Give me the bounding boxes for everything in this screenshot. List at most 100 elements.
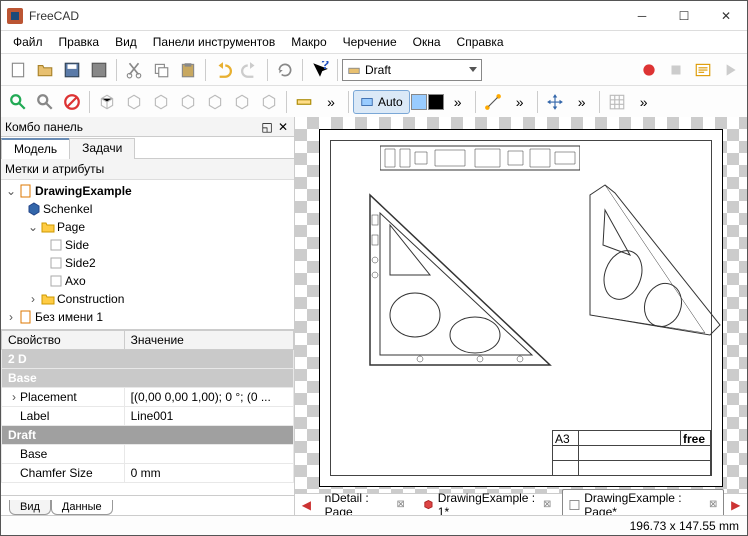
tree-label: Axo — [65, 274, 86, 288]
no-view-button[interactable] — [59, 89, 85, 115]
plane-color-swatch[interactable] — [411, 94, 427, 110]
tree-row[interactable]: Side2 — [1, 254, 294, 272]
toolbar-overflow-button[interactable]: » — [318, 89, 344, 115]
tree-label: Schenkel — [43, 202, 92, 216]
tab-close-icon[interactable]: ⊠ — [397, 499, 405, 510]
tab-scroll-left-button[interactable]: ◀ — [299, 497, 314, 513]
tree-row[interactable]: ⌄DrawingExample — [1, 182, 294, 200]
right-view-button[interactable] — [175, 89, 201, 115]
status-coords: 196.73 x 147.55 mm — [630, 519, 739, 533]
menu-drafting[interactable]: Черчение — [335, 33, 405, 51]
tree-row[interactable]: Side — [1, 236, 294, 254]
tree-row[interactable]: Axo — [1, 272, 294, 290]
saveas-button[interactable] — [86, 57, 112, 83]
top-view-button[interactable] — [148, 89, 174, 115]
separator — [475, 91, 476, 113]
line-tool-button[interactable] — [480, 89, 506, 115]
drawing-canvas[interactable]: A3free ◀ nDetail : Page⊠ DrawingExample … — [295, 117, 747, 515]
move-tool-button[interactable] — [542, 89, 568, 115]
svg-text:?: ? — [321, 61, 329, 72]
menu-macro[interactable]: Макро — [283, 33, 334, 51]
line-color-swatch[interactable] — [428, 94, 444, 110]
page-icon — [569, 499, 580, 511]
tab-view[interactable]: Вид — [9, 500, 51, 515]
refresh-button[interactable] — [272, 57, 298, 83]
cut-button[interactable] — [121, 57, 147, 83]
close-button[interactable]: ✕ — [705, 1, 747, 31]
menu-toolbars[interactable]: Панели инструментов — [145, 33, 283, 51]
prop-value[interactable]: 0 mm — [124, 464, 293, 483]
panel-float-button[interactable]: ◱ — [260, 120, 274, 134]
save-button[interactable] — [59, 57, 85, 83]
new-button[interactable] — [5, 57, 31, 83]
tab-close-icon[interactable]: ⊠ — [709, 499, 717, 510]
prop-col-name[interactable]: Свойство — [2, 331, 125, 350]
undo-button[interactable] — [210, 57, 236, 83]
tree-view[interactable]: ⌄DrawingExample Schenkel ⌄Page Side Side… — [1, 180, 294, 330]
bottom-view-button[interactable] — [229, 89, 255, 115]
menu-file[interactable]: Файл — [5, 33, 51, 51]
tab-data[interactable]: Данные — [51, 500, 113, 515]
prop-value[interactable]: [(0,00 0,00 1,00); 0 °; (0 ... — [124, 388, 293, 407]
stop-macro-button[interactable] — [663, 57, 689, 83]
tree-row[interactable]: ›Без имени 1 — [1, 308, 294, 326]
macros-button[interactable] — [690, 57, 716, 83]
iso-view-button[interactable] — [94, 89, 120, 115]
doc-tab[interactable]: DrawingExample : Page* ⊠ — [562, 489, 724, 516]
toolbar-overflow-button[interactable]: » — [569, 89, 595, 115]
whatsthis-button[interactable]: ? — [307, 57, 333, 83]
prop-row[interactable]: ›Placement[(0,00 0,00 1,00); 0 °; (0 ... — [2, 388, 294, 407]
property-tabs: Вид Данные — [1, 495, 294, 515]
menu-help[interactable]: Справка — [449, 33, 512, 51]
tab-model[interactable]: Модель — [1, 138, 70, 159]
doc-tab[interactable]: DrawingExample : 1*⊠ — [416, 489, 558, 516]
prop-col-value[interactable]: Значение — [124, 331, 293, 350]
separator — [302, 59, 303, 81]
separator — [348, 91, 349, 113]
toolbar-overflow-button[interactable]: » — [631, 89, 657, 115]
grid-tool-button[interactable] — [604, 89, 630, 115]
menu-view[interactable]: Вид — [107, 33, 145, 51]
doc-tab[interactable]: nDetail : Page⊠ — [318, 489, 412, 516]
minimize-button[interactable]: ─ — [621, 1, 663, 31]
panel-close-button[interactable]: ✕ — [276, 120, 290, 134]
paste-button[interactable] — [175, 57, 201, 83]
tree-row[interactable]: ›Construction — [1, 290, 294, 308]
rear-view-button[interactable] — [202, 89, 228, 115]
doc-tab-label: DrawingExample : Page* — [584, 491, 705, 516]
maximize-button[interactable]: ☐ — [663, 1, 705, 31]
run-macro-button[interactable] — [717, 57, 743, 83]
left-view-button[interactable] — [256, 89, 282, 115]
part-icon — [423, 499, 434, 511]
panel-tabs: Модель Задачи — [1, 137, 294, 159]
prop-row[interactable]: Chamfer Size0 mm — [2, 464, 294, 483]
toolbar-overflow-button[interactable]: » — [507, 89, 533, 115]
copy-button[interactable] — [148, 57, 174, 83]
window-title: FreeCAD — [29, 9, 621, 23]
measure-button[interactable] — [291, 89, 317, 115]
zoom-fit-button[interactable] — [5, 89, 31, 115]
zoom-sel-button[interactable] — [32, 89, 58, 115]
toolbar-overflow-button[interactable]: » — [445, 89, 471, 115]
menu-edit[interactable]: Правка — [51, 33, 108, 51]
menu-windows[interactable]: Окна — [405, 33, 449, 51]
record-macro-button[interactable] — [636, 57, 662, 83]
front-view-button[interactable] — [121, 89, 147, 115]
open-button[interactable] — [32, 57, 58, 83]
tab-scroll-right-button[interactable]: ▶ — [728, 497, 743, 513]
redo-button[interactable] — [237, 57, 263, 83]
tree-row[interactable]: ⌄Page — [1, 218, 294, 236]
tab-tasks[interactable]: Задачи — [69, 138, 135, 159]
tree-row[interactable]: Schenkel — [1, 200, 294, 218]
workplane-auto-button[interactable]: Auto — [353, 90, 410, 114]
prop-row[interactable]: LabelLine001 — [2, 407, 294, 426]
main-area: Комбо панель ◱ ✕ Модель Задачи Метки и а… — [1, 117, 747, 515]
prop-value[interactable]: Line001 — [124, 407, 293, 426]
prop-row[interactable]: Base — [2, 445, 294, 464]
folder-icon — [41, 220, 55, 234]
tab-close-icon[interactable]: ⊠ — [543, 499, 551, 510]
titleblock-brand: free — [681, 431, 711, 445]
workbench-selector[interactable]: Draft — [342, 59, 482, 81]
prop-group: Draft — [2, 426, 294, 445]
property-table: СвойствоЗначение 2 D Base ›Placement[(0,… — [1, 330, 294, 483]
